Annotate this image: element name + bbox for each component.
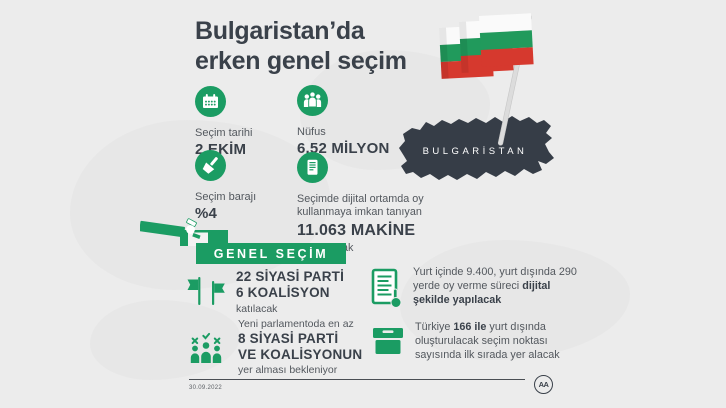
fact-text-bold: dijital şekilde yapılacak bbox=[413, 279, 551, 306]
stat-label: Seçim barajı bbox=[195, 191, 257, 203]
fact-text-regular: yurt dışında oluşturulacak seçim noktası… bbox=[415, 321, 560, 361]
stat-description: Seçimde dijital ortamda oy kullanmaya im… bbox=[297, 193, 424, 218]
flags-icon bbox=[187, 277, 225, 305]
title-line-1: Bulgaristan’da bbox=[195, 17, 365, 45]
ballot-slot-icon bbox=[195, 150, 226, 181]
fact-line-small: yer alması bekleniyor bbox=[238, 364, 338, 376]
stat-population: Nüfus 6,52 MİLYON bbox=[297, 85, 417, 157]
fact-turkey-points: Türkiye 166 ile yurt dışında oluşturulac… bbox=[371, 321, 579, 362]
stat-value: %4 bbox=[195, 205, 218, 222]
page-title: Bulgaristan’da erken genel seçim bbox=[195, 16, 407, 76]
stat-election-date: Seçim tarihi 2 EKİM bbox=[195, 86, 295, 158]
fact-text: Yurt içinde 9.400, yurt dışında 290 yerd… bbox=[413, 266, 577, 307]
fact-parties: 22 SİYASİ PARTİ 6 KOALİSYON katılacak bbox=[186, 269, 344, 316]
section-banner: GENEL SEÇİM bbox=[196, 243, 346, 264]
map-label: BULGARİSTAN bbox=[423, 146, 528, 157]
fact-line-bold: 6 KOALİSYON bbox=[236, 285, 330, 300]
fact-line-bold: 8 SİYASİ PARTİ bbox=[238, 331, 339, 346]
fact-text-bold: 166 ile bbox=[453, 321, 487, 333]
ballot-hand-illustration bbox=[140, 218, 228, 246]
bulgaria-map: BULGARİSTAN bbox=[399, 116, 554, 180]
ballot-box-icon bbox=[373, 328, 403, 354]
fact-digital-voting: Yurt içinde 9.400, yurt dışında 290 yerd… bbox=[371, 266, 577, 310]
population-icon bbox=[297, 85, 328, 116]
stat-value: 6,52 MİLYON bbox=[297, 140, 390, 157]
fact-line-small: katılacak bbox=[236, 303, 278, 315]
fact-parliament: Yeni parlamentoda en az 8 SİYASİ PARTİ V… bbox=[184, 318, 362, 377]
bulgaria-flag bbox=[439, 13, 534, 146]
stat-label: Seçim tarihi bbox=[195, 127, 253, 139]
stat-value: 11.063 MAKİNE bbox=[297, 222, 416, 239]
fact-line-bold: 22 SİYASİ PARTİ bbox=[236, 269, 345, 284]
fact-text-regular: Türkiye bbox=[415, 321, 454, 333]
calendar-icon bbox=[195, 86, 226, 117]
footer-date: 30.09.2022 bbox=[189, 385, 223, 391]
stat-label: Nüfus bbox=[297, 126, 326, 138]
parliament-people-icon bbox=[190, 332, 222, 363]
fact-text-regular: Yurt içinde 9.400, yurt dışında 290 yerd… bbox=[413, 266, 577, 292]
fact-text: Türkiye 166 ile yurt dışında oluşturulac… bbox=[415, 321, 579, 362]
stat-threshold: Seçim barajı %4 bbox=[195, 150, 295, 222]
fact-line-bold: VE KOALİSYONUN bbox=[238, 347, 363, 362]
title-line-2: erken genel seçim bbox=[195, 47, 407, 75]
fact-line-small: Yeni parlamentoda en az bbox=[238, 318, 354, 330]
voting-machine-icon bbox=[297, 152, 328, 183]
digital-voting-icon bbox=[371, 268, 402, 308]
footer-divider bbox=[189, 379, 525, 380]
aa-agency-logo: AA bbox=[534, 375, 553, 394]
